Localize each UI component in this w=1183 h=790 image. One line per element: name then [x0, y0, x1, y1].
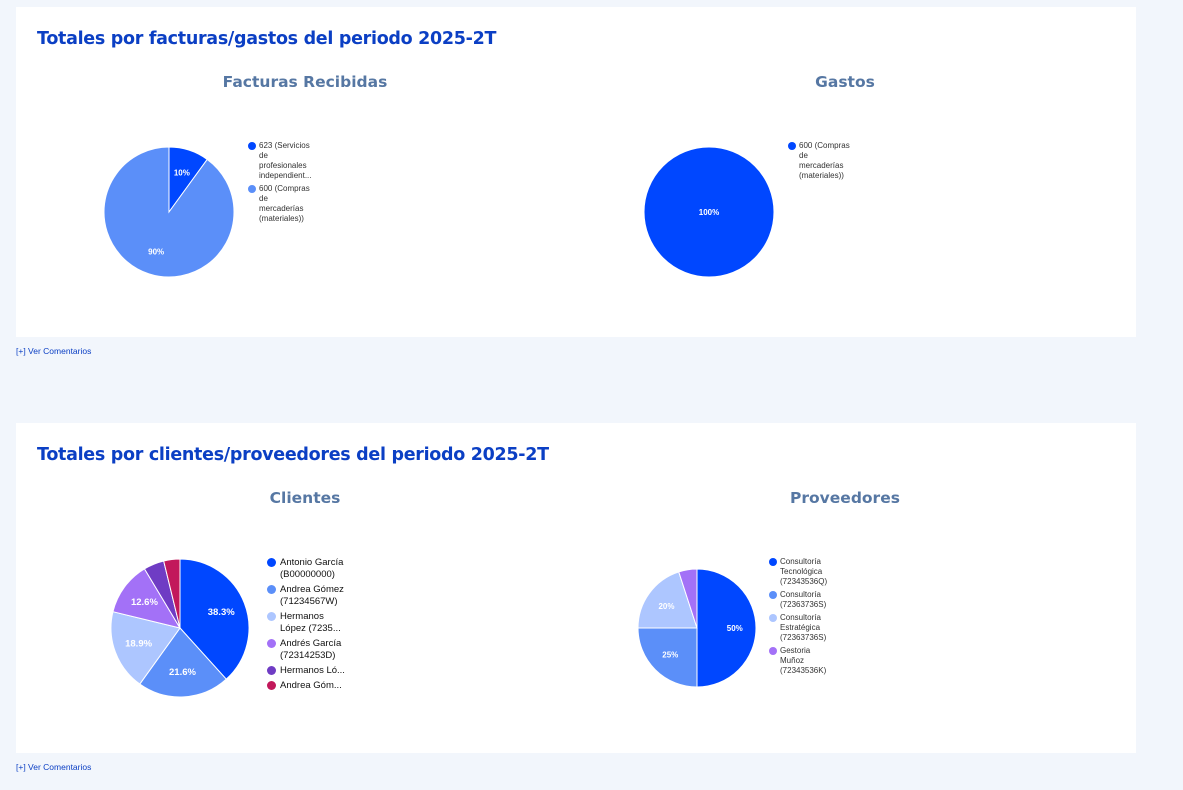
section-title: Totales por facturas/gastos del periodo …	[37, 29, 497, 49]
legend-swatch	[248, 185, 256, 193]
pie-slice-consultoria-tecnologica-72343536q[interactable]	[696, 568, 757, 688]
pie-slice-consultoria-estrategica-72363736s[interactable]	[637, 571, 698, 629]
legend-clientes: Antonio García (B00000000) Andrea Gómez (…	[267, 557, 362, 695]
legend-label: Consultoría (72363736S)	[780, 590, 827, 609]
pie-slice-andrea-gomez-71234567w[interactable]	[139, 627, 227, 698]
legend-item[interactable]: Consultoría (72363736S)	[769, 590, 849, 610]
legend-item[interactable]: Hermanos López (7235...	[267, 611, 362, 635]
pie-chart-clientes: 38.3% 21.6% 18.9% 12.6%	[110, 558, 250, 698]
legend-item[interactable]: Consultoría Tecnológica (72343536Q)	[769, 557, 849, 587]
legend-swatch	[248, 142, 256, 150]
legend-swatch	[267, 639, 276, 648]
legend-item[interactable]: 623 (Servicios de profesionales independ…	[248, 141, 328, 181]
legend-swatch	[769, 558, 777, 566]
view-comments-link[interactable]: [+] Ver Comentarios	[16, 346, 92, 356]
legend-item[interactable]: Andrea Góm...	[267, 680, 362, 692]
pie-data-label: 10%	[174, 168, 190, 177]
legend-label: Gestoria Muñoz (72343536K)	[780, 646, 827, 675]
pie-chart-facturas-recibidas: 10% 90%	[103, 146, 235, 278]
chart-title-proveedores: Proveedores	[790, 489, 900, 507]
legend-swatch	[267, 666, 276, 675]
legend-label: Andrea Góm...	[280, 680, 342, 691]
legend-gastos: 600 (Compras de mercaderías (materiales)…	[788, 141, 868, 184]
chart-title-gastos: Gastos	[815, 73, 875, 91]
pie-data-label: 90%	[148, 248, 164, 257]
legend-swatch	[769, 614, 777, 622]
pie-data-label: 21.6%	[169, 667, 196, 678]
legend-facturas-recibidas: 623 (Servicios de profesionales independ…	[248, 141, 328, 227]
legend-label: Consultoría Estratégica (72363736S)	[780, 613, 827, 642]
pie-data-label: 38.3%	[208, 607, 235, 618]
pie-slice-600-compras-de-mercaderias-materiales[interactable]	[643, 146, 775, 278]
legend-item[interactable]: 600 (Compras de mercaderías (materiales)…	[248, 184, 328, 224]
legend-label: 600 (Compras de mercaderías (materiales)…	[259, 184, 310, 223]
pie-data-label: 100%	[699, 208, 719, 217]
legend-swatch	[267, 681, 276, 690]
legend-item[interactable]: Gestoria Muñoz (72343536K)	[769, 646, 849, 676]
legend-swatch	[267, 585, 276, 594]
chart-title-clientes: Clientes	[269, 489, 341, 507]
legend-swatch	[769, 647, 777, 655]
legend-label: Andrea Gómez (71234567W)	[280, 584, 344, 607]
pie-chart-proveedores: 50% 25% 20%	[637, 568, 757, 688]
invoices-expenses-card: Totales por facturas/gastos del periodo …	[16, 7, 1136, 337]
pie-slice-gestoria-munoz-72343536k[interactable]	[678, 568, 698, 629]
pie-slice-hermanos-lopez-7235[interactable]	[110, 611, 181, 685]
legend-item[interactable]: 600 (Compras de mercaderías (materiales)…	[788, 141, 868, 181]
legend-item[interactable]: Consultoría Estratégica (72363736S)	[769, 613, 849, 643]
clients-suppliers-card: Totales por clientes/proveedores del per…	[16, 423, 1136, 753]
legend-item[interactable]: Andrés García (72314253D)	[267, 638, 362, 662]
legend-item[interactable]: Andrea Gómez (71234567W)	[267, 584, 362, 608]
section-title: Totales por clientes/proveedores del per…	[37, 445, 549, 465]
pie-slice-andrea-gom[interactable]	[163, 558, 181, 629]
legend-item[interactable]: Hermanos Ló...	[267, 665, 362, 677]
legend-label: Consultoría Tecnológica (72343536Q)	[780, 557, 828, 586]
legend-swatch	[267, 612, 276, 621]
legend-proveedores: Consultoría Tecnológica (72343536Q) Consu…	[769, 557, 849, 679]
legend-label: Hermanos Ló...	[280, 665, 345, 676]
legend-label: 600 (Compras de mercaderías (materiales)…	[799, 141, 850, 180]
pie-data-label: 18.9%	[125, 638, 152, 649]
legend-item[interactable]: Antonio García (B00000000)	[267, 557, 362, 581]
pie-data-label: 50%	[727, 624, 743, 633]
legend-label: Hermanos López (7235...	[280, 611, 341, 634]
legend-swatch	[267, 558, 276, 567]
legend-label: Andrés García (72314253D)	[280, 638, 342, 661]
legend-swatch	[769, 591, 777, 599]
legend-label: Antonio García (B00000000)	[280, 557, 344, 580]
view-comments-link[interactable]: [+] Ver Comentarios	[16, 762, 92, 772]
pie-slice-antonio-garcia-b00000000[interactable]	[179, 558, 250, 680]
pie-slice-600-compras-de-mercaderias-materiales[interactable]	[103, 146, 235, 278]
pie-data-label: 12.6%	[131, 597, 158, 608]
legend-swatch	[788, 142, 796, 150]
legend-label: 623 (Servicios de profesionales independ…	[259, 141, 312, 180]
pie-data-label: 25%	[662, 651, 678, 660]
pie-data-label: 20%	[658, 602, 674, 611]
pie-slice-consultoria-72363736s[interactable]	[637, 627, 698, 688]
pie-chart-gastos: 100%	[643, 146, 775, 278]
chart-title-facturas-recibidas: Facturas Recibidas	[222, 73, 388, 91]
